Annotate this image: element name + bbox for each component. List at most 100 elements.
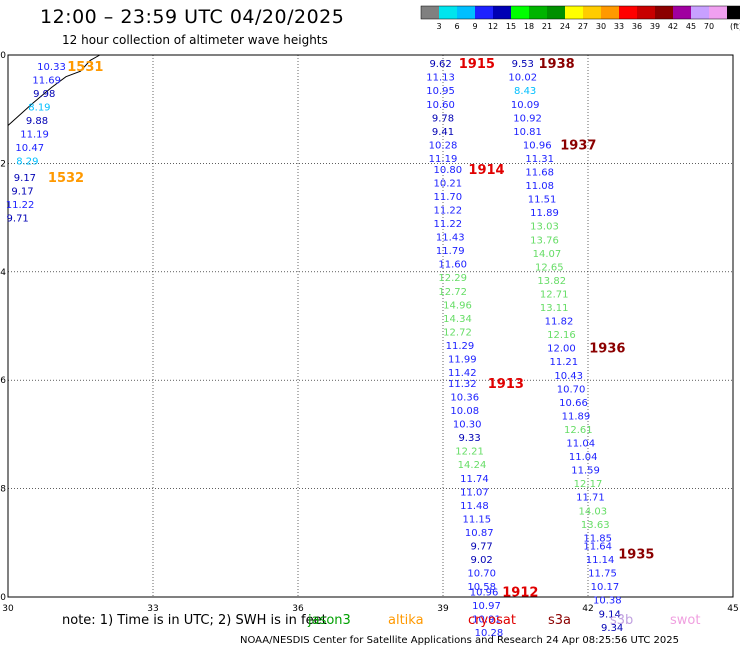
pass-label: 1912: [502, 586, 538, 601]
data-label: 12.16: [547, 330, 576, 341]
data-label: 11.32: [448, 379, 477, 390]
footer-credit: NOAA/NESDIS Center for Satellite Applica…: [240, 635, 679, 646]
colorbar-label: 27: [578, 22, 588, 31]
data-label: 11.48: [460, 501, 489, 512]
colorbar-swatch: [565, 6, 583, 19]
pass-label: 1937: [560, 138, 596, 153]
data-label: 11.82: [545, 317, 574, 328]
colorbar-label: 9: [472, 22, 477, 31]
data-label: 10.47: [15, 143, 44, 154]
data-label: 10.95: [426, 86, 455, 97]
colorbar-swatch: [673, 6, 691, 19]
data-label: 10.60: [426, 100, 455, 111]
data-label: 10.58: [467, 582, 496, 593]
y-tick-label: -36: [0, 376, 6, 386]
data-label: 9.41: [432, 127, 454, 138]
colorbar-swatch: [547, 6, 565, 19]
data-label: 12.72: [443, 327, 472, 338]
data-label: 11.60: [438, 260, 467, 271]
data-label: 11.15: [463, 514, 492, 525]
data-label: 11.04: [566, 439, 595, 450]
data-label: 11.89: [562, 411, 591, 422]
data-label: 14.24: [458, 460, 487, 471]
data-label: 12.00: [547, 344, 576, 355]
colorbar-label: 21: [542, 22, 552, 31]
colorbar-label: 6: [454, 22, 459, 31]
colorbar-unit: (ft): [730, 22, 740, 31]
data-label: 14.03: [579, 506, 608, 517]
data-label: 10.21: [434, 178, 463, 189]
colorbar-label: 12: [488, 22, 498, 31]
x-tick-label: 45: [727, 604, 738, 614]
coastline: [7, 54, 101, 126]
data-label: 10.66: [559, 398, 588, 409]
data-label: 10.17: [591, 582, 620, 593]
data-label: 9.78: [432, 113, 454, 124]
colorbar-swatch: [619, 6, 637, 19]
satellite-cryosat: cryosat: [468, 613, 516, 628]
data-label: 13.76: [530, 235, 559, 246]
data-label: 11.79: [436, 246, 465, 257]
data-label: 11.19: [20, 130, 49, 141]
colorbar-swatch: [655, 6, 673, 19]
data-label: 11.59: [571, 466, 600, 477]
data-label: 10.70: [557, 384, 586, 395]
data-label: 10.96: [523, 140, 552, 151]
data-label: 13.63: [581, 520, 610, 531]
data-label: 10.02: [508, 73, 537, 84]
x-tick-label: 30: [2, 604, 14, 614]
data-label: 14.34: [443, 314, 472, 325]
colorbar-label: 3: [436, 22, 441, 31]
footer-note: note: 1) Time is in UTC; 2) SWH is in fe…: [62, 613, 327, 628]
chart-title: 12:00 – 23:59 UTC 04/20/2025: [40, 6, 345, 28]
colorbar-swatch: [529, 6, 547, 19]
y-tick-label: -38: [0, 485, 6, 495]
pass-label: 1938: [538, 57, 574, 72]
pass-label: 1531: [67, 60, 103, 75]
data-label: 11.19: [429, 154, 458, 165]
data-label: 11.69: [32, 75, 61, 86]
data-label: 9.77: [471, 542, 493, 553]
x-tick-label: 42: [582, 604, 593, 614]
colorbar-swatch: [475, 6, 493, 19]
satellite-jason3: jason3: [308, 613, 351, 628]
data-label: 11.14: [586, 555, 615, 566]
data-label: 9.34: [601, 623, 623, 634]
data-label: 10.92: [513, 113, 542, 124]
colorbar-label: 70: [704, 22, 714, 31]
colorbar-swatch: [691, 6, 709, 19]
data-label: 10.81: [513, 127, 542, 138]
colorbar-swatch: [727, 6, 740, 19]
data-label: 10.96: [470, 588, 499, 599]
y-tick-label: -32: [0, 159, 6, 169]
data-label: 11.71: [576, 493, 605, 504]
data-label: 10.43: [554, 371, 583, 382]
data-label: 11.21: [550, 357, 579, 368]
data-label: 13.03: [530, 222, 559, 233]
data-label: 11.74: [460, 474, 489, 485]
data-label: 9.33: [458, 433, 480, 444]
data-label: 10.91: [472, 615, 501, 626]
data-label: 10.28: [475, 628, 504, 639]
data-label: 9.53: [512, 59, 534, 70]
data-label: 9.98: [33, 89, 55, 100]
data-label: 10.09: [511, 100, 540, 111]
colorbar-label: 45: [686, 22, 696, 31]
satellite-s3a: s3a: [548, 613, 572, 628]
colorbar-label: 24: [560, 22, 570, 31]
data-label: 8.29: [16, 157, 38, 168]
y-tick-label: -34: [0, 268, 6, 278]
satellite-s3b: s3b: [610, 613, 634, 628]
pass-label: 1914: [468, 163, 504, 178]
colorbar-swatch: [709, 6, 727, 19]
data-label: 9.14: [599, 609, 621, 620]
data-label: 11.08: [525, 181, 554, 192]
data-label: 11.64: [583, 542, 612, 553]
colorbar-label: 18: [524, 22, 534, 31]
colorbar-swatch: [601, 6, 619, 19]
data-label: 10.36: [450, 392, 479, 403]
data-label: 11.22: [434, 205, 463, 216]
data-label: 9.17: [14, 173, 36, 184]
data-label: 10.70: [467, 569, 496, 580]
